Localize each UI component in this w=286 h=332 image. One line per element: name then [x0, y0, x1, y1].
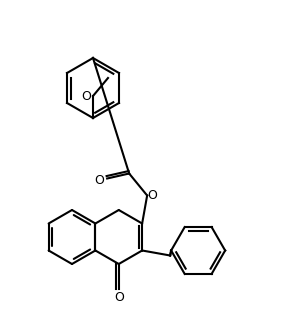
Text: O: O [114, 291, 124, 304]
Text: O: O [94, 174, 104, 187]
Text: O: O [81, 90, 91, 103]
Text: O: O [147, 189, 157, 202]
